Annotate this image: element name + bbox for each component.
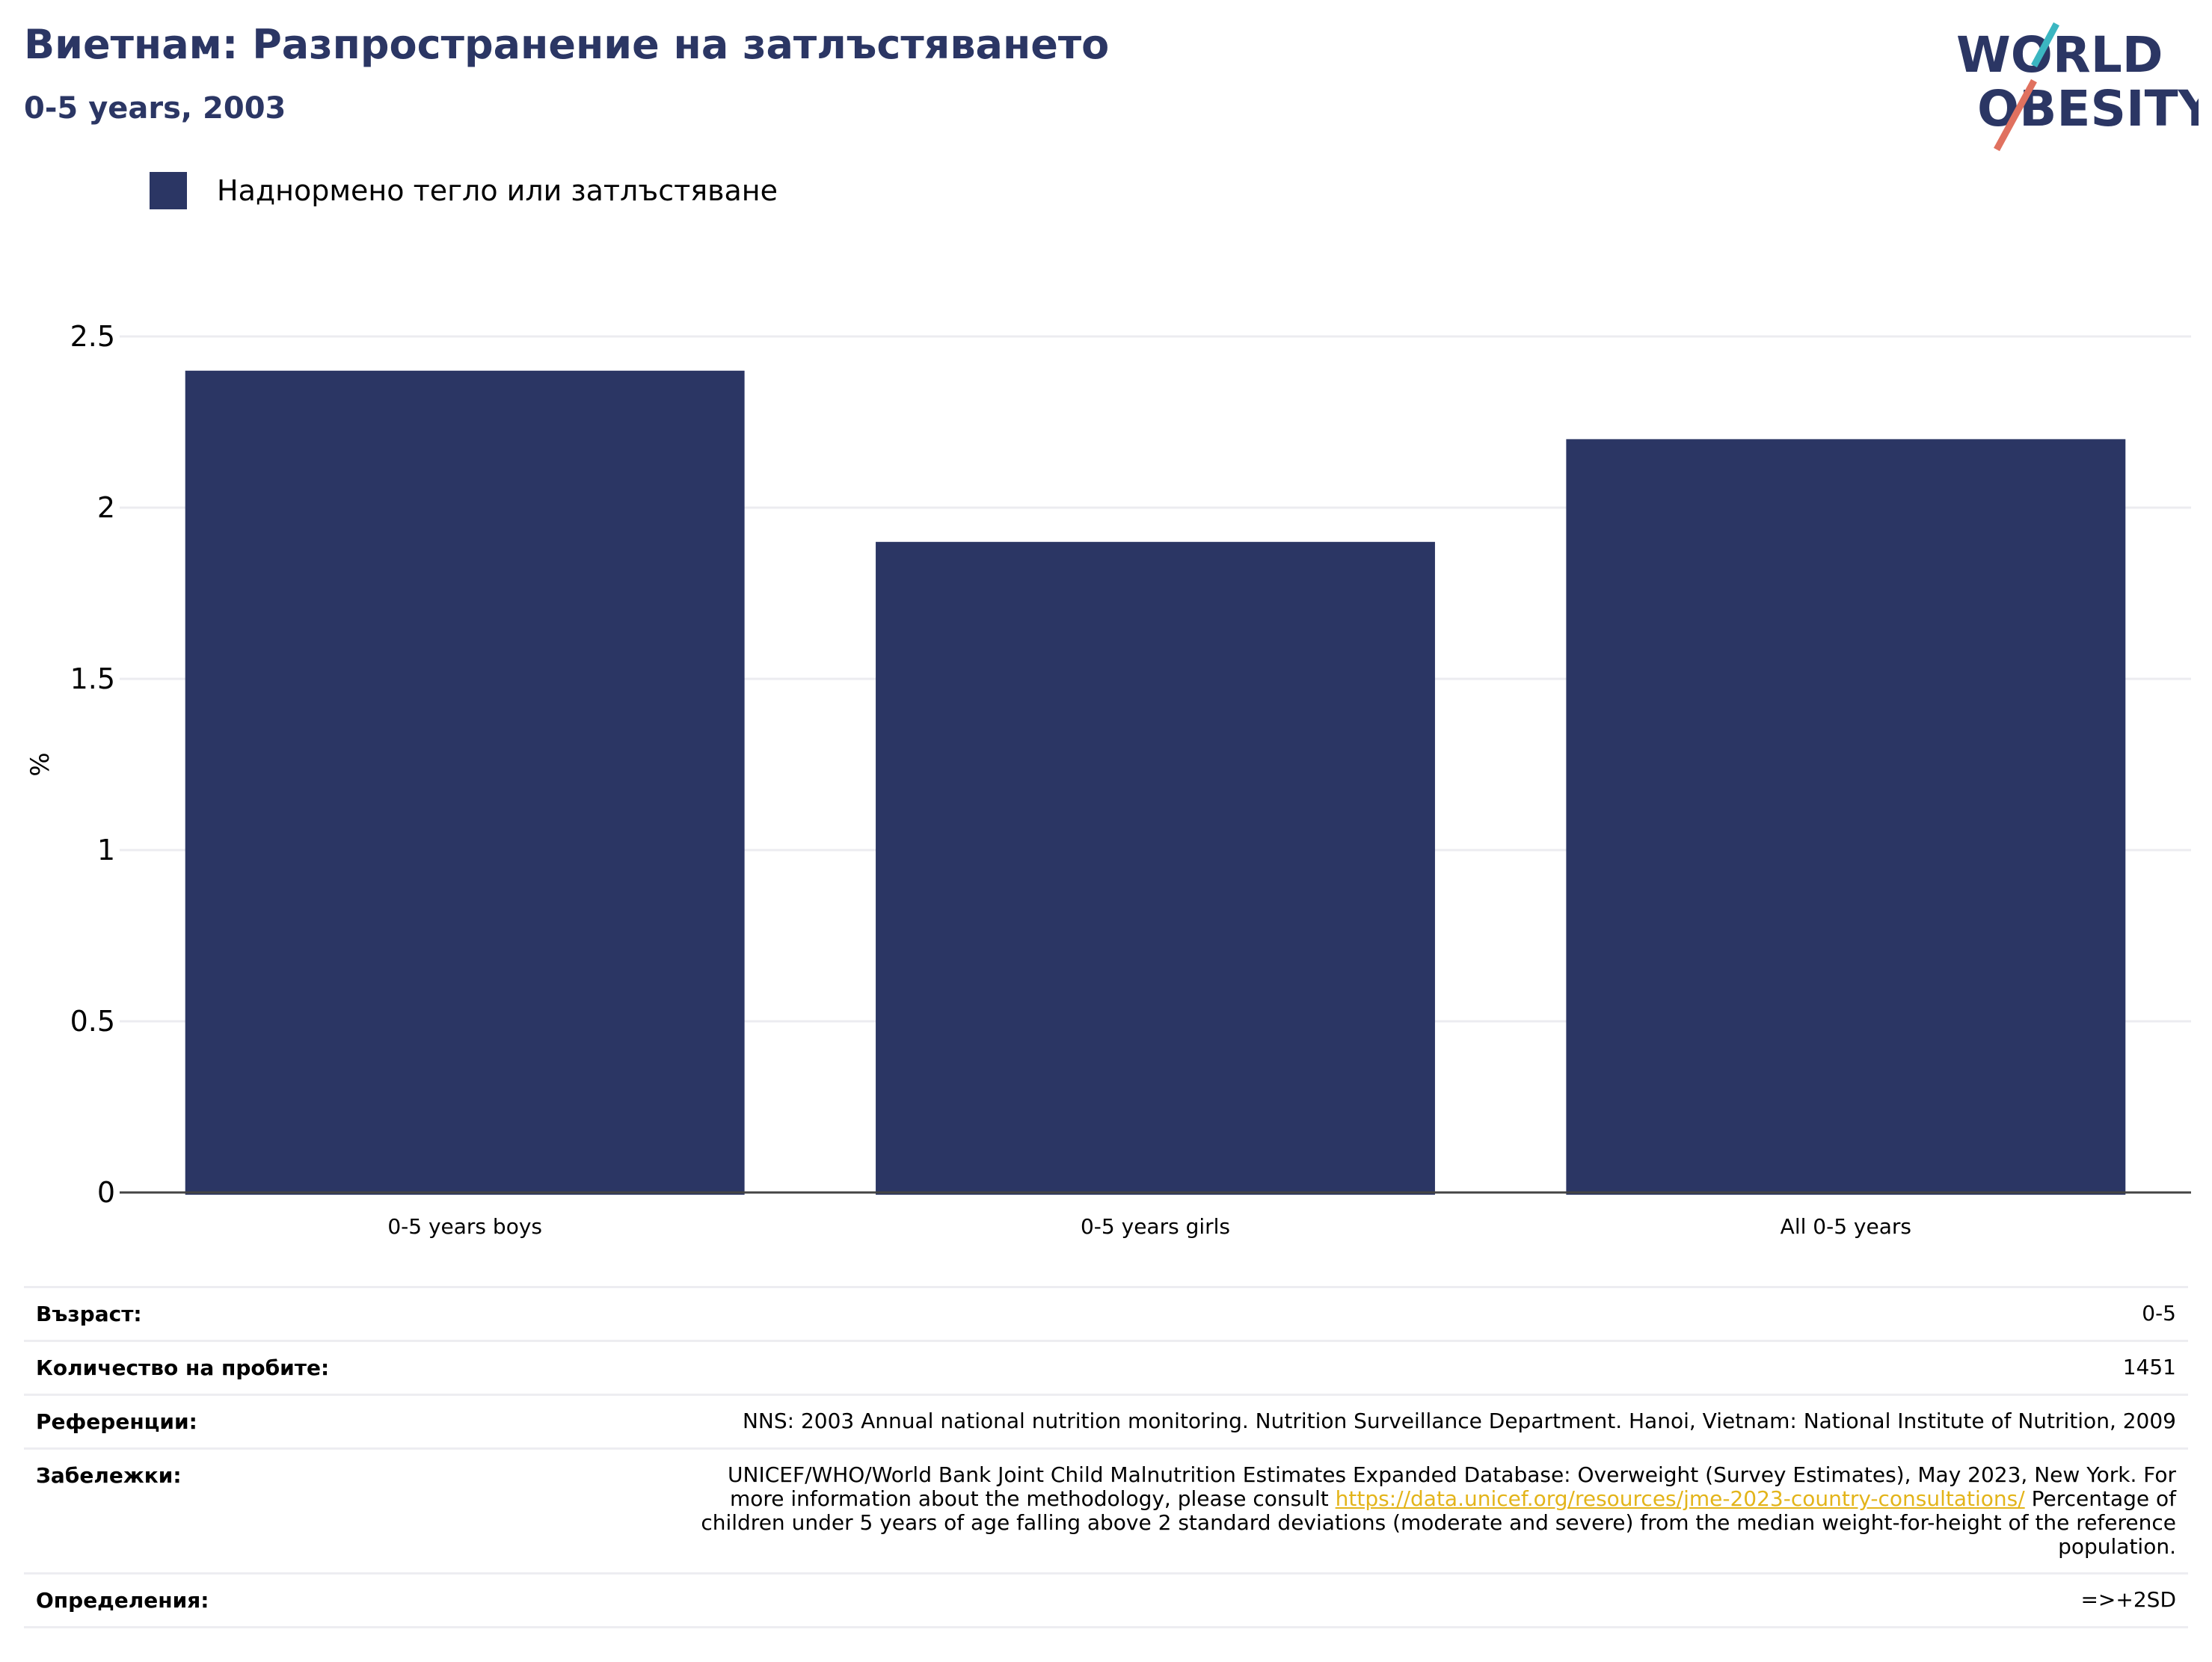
notes-line-4: population. bbox=[2058, 1534, 2176, 1559]
notes-line-1: UNICEF/WHO/World Bank Joint Child Malnut… bbox=[728, 1462, 2176, 1487]
logo-line-2: OBESITY bbox=[1977, 80, 2199, 138]
info-row-sample: Количество на пробите: 1451 bbox=[24, 1340, 2188, 1394]
legend-swatch bbox=[150, 172, 187, 209]
y-tick-labels: 0 0.5 1 1.5 2 2.5 bbox=[70, 320, 115, 1209]
chart-title: Виетнам: Разпространение на затлъстяване… bbox=[24, 21, 1110, 68]
info-row-age: Възраст: 0-5 bbox=[24, 1286, 2188, 1340]
y-tick-label: 0 bbox=[97, 1176, 115, 1209]
bar-1[interactable] bbox=[876, 541, 1435, 1195]
x-tick-labels: 0-5 years boys 0-5 years girls All 0-5 yea… bbox=[387, 1214, 1911, 1239]
definitions-label: Определения: bbox=[36, 1588, 209, 1613]
references-label: Референции: bbox=[36, 1409, 197, 1434]
info-row-notes: Забележки: UNICEF/WHO/World Bank Joint C… bbox=[24, 1447, 2188, 1572]
world-obesity-logo: WORLD OBESITY bbox=[1956, 22, 2199, 152]
logo-stroke-coral bbox=[1994, 79, 2037, 152]
x-tick-label: 0-5 years boys bbox=[387, 1214, 542, 1239]
notes-line-2-pre: more information about the methodology, … bbox=[729, 1486, 1336, 1511]
y-tick-label: 1.5 bbox=[70, 662, 115, 695]
definitions-value: =>+2SD bbox=[2080, 1587, 2176, 1612]
y-tick-label: 1 bbox=[97, 834, 115, 867]
sample-value: 1451 bbox=[2122, 1355, 2176, 1379]
logo-line-1: WORLD bbox=[1956, 26, 2163, 84]
logo-stroke-teal bbox=[2031, 22, 2059, 68]
references-value: NNS: 2003 Annual national nutrition moni… bbox=[742, 1409, 2176, 1433]
bars bbox=[185, 370, 2126, 1195]
bar-2[interactable] bbox=[1566, 439, 2126, 1195]
info-row-definitions: Определения: =>+2SD bbox=[24, 1572, 2188, 1628]
notes-label: Забележки: bbox=[36, 1463, 182, 1488]
notes-value: UNICEF/WHO/World Bank Joint Child Malnut… bbox=[701, 1463, 2176, 1559]
notes-line-2: more information about the methodology, … bbox=[701, 1487, 2176, 1511]
chart-subtitle: 0-5 years, 2003 bbox=[24, 91, 286, 126]
x-tick-label: 0-5 years girls bbox=[1081, 1214, 1230, 1239]
notes-line-3: children under 5 years of age falling ab… bbox=[701, 1510, 2176, 1535]
info-table: Възраст: 0-5 Количество на пробите: 1451… bbox=[24, 1286, 2188, 1628]
notes-link[interactable]: https://data.unicef.org/resources/jme-20… bbox=[1335, 1486, 2025, 1511]
bar-chart: 0 0.5 1 1.5 2 2.5 0-5 years boys 0-5 years gir… bbox=[25, 320, 2191, 1239]
notes-line-2-post: Percentage of bbox=[2024, 1486, 2176, 1511]
legend: Наднормено тегло или затлъстяване bbox=[150, 172, 778, 209]
x-tick-label: All 0-5 years bbox=[1781, 1214, 1911, 1239]
y-tick-label: 0.5 bbox=[70, 1005, 115, 1038]
age-label: Възраст: bbox=[36, 1302, 142, 1326]
y-axis-label: % bbox=[25, 752, 55, 776]
y-tick-label: 2 bbox=[97, 491, 115, 524]
legend-label: Наднормено тегло или затлъстяване bbox=[217, 174, 778, 207]
age-value: 0-5 bbox=[2142, 1301, 2176, 1326]
info-row-references: Референции: NNS: 2003 Annual national nu… bbox=[24, 1394, 2188, 1447]
sample-label: Количество на пробите: bbox=[36, 1355, 330, 1380]
y-tick-label: 2.5 bbox=[70, 320, 115, 353]
bar-0[interactable] bbox=[185, 370, 745, 1195]
